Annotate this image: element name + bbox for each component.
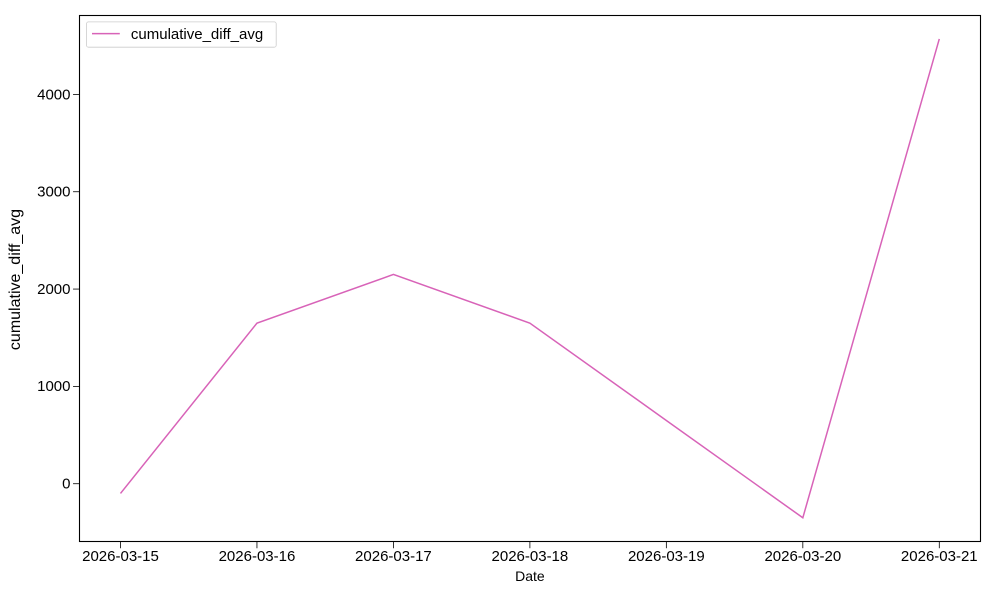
svg-text:2026-03-18: 2026-03-18: [492, 548, 569, 565]
svg-text:2026-03-17: 2026-03-17: [355, 548, 432, 565]
svg-text:2026-03-20: 2026-03-20: [764, 548, 841, 565]
svg-text:3000: 3000: [37, 184, 70, 201]
svg-text:cumulative_diff_avg: cumulative_diff_avg: [7, 209, 24, 350]
svg-text:cumulative_diff_avg: cumulative_diff_avg: [131, 26, 263, 43]
svg-text:Date: Date: [515, 568, 545, 584]
svg-text:4000: 4000: [37, 86, 70, 103]
svg-text:2026-03-19: 2026-03-19: [628, 548, 705, 565]
svg-text:1000: 1000: [37, 378, 70, 395]
svg-text:2026-03-15: 2026-03-15: [82, 548, 159, 565]
svg-text:2026-03-21: 2026-03-21: [901, 548, 978, 565]
svg-text:0: 0: [62, 476, 70, 493]
svg-text:2000: 2000: [37, 281, 70, 298]
svg-text:2026-03-16: 2026-03-16: [219, 548, 296, 565]
